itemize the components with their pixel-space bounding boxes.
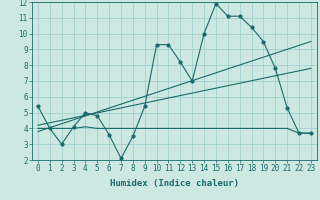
X-axis label: Humidex (Indice chaleur): Humidex (Indice chaleur) — [110, 179, 239, 188]
